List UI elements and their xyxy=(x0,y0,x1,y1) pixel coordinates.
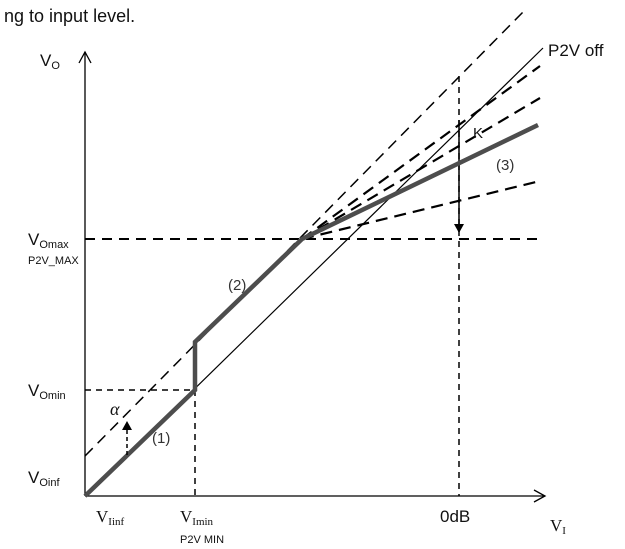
p2v-max-label: P2V_MAX xyxy=(28,255,79,267)
p2v-off-label: P2V off xyxy=(548,41,604,60)
vimin-label: VImin xyxy=(180,507,214,528)
alpha-label: α xyxy=(110,399,120,419)
alpha-offset-dashed-line xyxy=(84,9,526,457)
region-2-label: (2) xyxy=(228,277,246,294)
voinf-label: VOinf xyxy=(28,468,60,489)
x-axis-label: VI xyxy=(550,516,566,537)
vomax-label: VOmax xyxy=(28,230,69,251)
p2v-min-label: P2V MIN xyxy=(180,534,224,546)
transfer-curve xyxy=(83,122,539,498)
vomin-label: VOmin xyxy=(28,381,66,402)
y-axis-label: VO xyxy=(40,51,60,72)
slope-line-upper xyxy=(301,65,541,240)
slope-line-low xyxy=(301,179,541,241)
viinf-label: VIinf xyxy=(96,507,125,528)
region-1-label: (1) xyxy=(152,430,170,447)
caption-text: ng to input level. xyxy=(4,6,135,26)
zero-db-label: 0dB xyxy=(440,507,470,526)
region-3-label: (3) xyxy=(496,157,514,174)
k-label: K xyxy=(473,125,483,142)
slope-line-high xyxy=(301,97,541,240)
